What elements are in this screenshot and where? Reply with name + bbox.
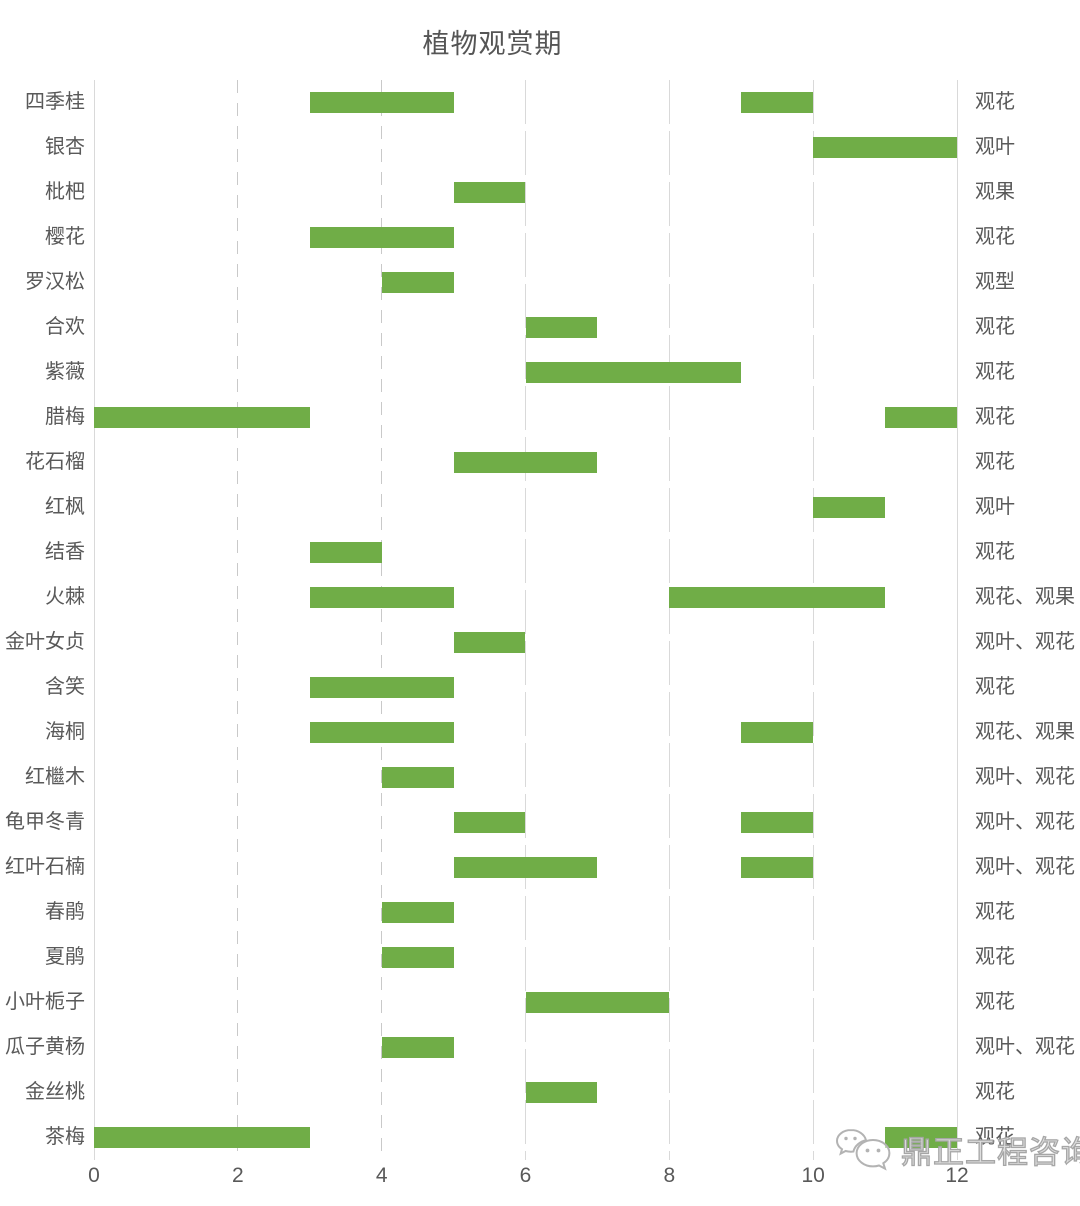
gridline — [93, 80, 95, 1160]
category-label: 观花、观果 — [975, 721, 1075, 743]
bar-segment — [381, 272, 454, 293]
bar-segment — [381, 1037, 454, 1058]
bar-segment — [885, 407, 957, 428]
bar-segment — [669, 587, 886, 608]
bar-segment — [309, 542, 382, 563]
plant-label: 樱花 — [45, 226, 85, 248]
plant-label: 结香 — [45, 541, 85, 563]
plant-label: 海桐 — [45, 721, 85, 743]
bar-segment — [453, 182, 526, 203]
bar-segment — [94, 1127, 310, 1148]
y-axis-labels: 四季桂银杏枇杷樱花罗汉松合欢紫薇腊梅花石榴红枫结香火棘金叶女贞含笑海桐红檵木龟甲… — [0, 80, 85, 1160]
bar-segment — [309, 722, 454, 743]
gridline — [237, 80, 239, 1160]
bar-segment — [381, 902, 454, 923]
bar-segment — [525, 1082, 598, 1103]
x-tick-label: 8 — [663, 1164, 676, 1187]
plant-label: 枇杷 — [45, 181, 85, 203]
bar-segment — [309, 677, 454, 698]
plant-label: 瓜子黄杨 — [5, 1036, 85, 1058]
bar-segment — [525, 362, 742, 383]
plant-label: 红檵木 — [25, 766, 85, 788]
plant-label: 花石榴 — [25, 451, 85, 473]
bar-segment — [309, 587, 454, 608]
plant-label: 夏鹃 — [45, 946, 85, 968]
gridline — [956, 80, 958, 1160]
bar-segment — [813, 137, 957, 158]
plant-label: 红叶石楠 — [5, 856, 85, 878]
bar-segment — [741, 857, 814, 878]
bar-segment — [381, 767, 454, 788]
x-tick-label: 4 — [375, 1164, 388, 1187]
gridline — [668, 80, 670, 1160]
bar-segment — [885, 1127, 957, 1148]
plant-label: 火棘 — [45, 586, 85, 608]
category-label: 观花 — [975, 991, 1015, 1013]
x-tick-label: 6 — [519, 1164, 532, 1187]
category-label: 观型 — [975, 271, 1015, 293]
category-label: 观叶 — [975, 136, 1015, 158]
category-label: 观果 — [975, 181, 1015, 203]
category-label: 观花 — [975, 361, 1015, 383]
bar-segment — [741, 722, 814, 743]
plant-label: 龟甲冬青 — [5, 811, 85, 833]
category-label: 观叶、观花 — [975, 811, 1075, 833]
category-label: 观花 — [975, 541, 1015, 563]
category-label: 观花 — [975, 226, 1015, 248]
x-tick-label: 12 — [945, 1164, 969, 1187]
bar-segment — [453, 632, 526, 653]
bar-segment — [453, 452, 598, 473]
category-labels: 观花 观叶 观果 观花 观型 观花 观花 观花 观花 观叶 观花 观花、观果 观叶、观花 观花 观花、观果观… — [975, 80, 1075, 1160]
bar-segment — [741, 92, 814, 113]
bar-segment — [309, 92, 454, 113]
x-tick-label: 0 — [88, 1164, 100, 1187]
gridline — [812, 80, 814, 1160]
plant-label: 春鹃 — [45, 901, 85, 923]
plant-label: 银杏 — [45, 136, 85, 158]
bar-segment — [813, 497, 886, 518]
category-label: 观叶、观花 — [975, 631, 1075, 653]
plant-label: 紫薇 — [45, 361, 85, 383]
bar-segment — [525, 317, 598, 338]
x-tick-label: 10 — [801, 1164, 825, 1187]
plant-label: 腊梅 — [45, 406, 85, 428]
category-label: 观叶、观花 — [975, 1036, 1075, 1058]
category-label: 观花 — [975, 676, 1015, 698]
plant-label: 含笑 — [45, 676, 85, 698]
chart-title: 植物观赏期 — [422, 29, 563, 59]
plant-label: 罗汉松 — [25, 271, 85, 293]
category-label: 观花 — [975, 901, 1015, 923]
bar-segment — [453, 812, 526, 833]
bar-segment — [309, 227, 454, 248]
gridline — [525, 80, 526, 1160]
plant-label: 小叶栀子 — [5, 991, 85, 1013]
plant-label: 红枫 — [45, 496, 85, 518]
category-label: 观花 — [975, 451, 1015, 473]
category-label: 观花 — [975, 406, 1015, 428]
bar-segment — [381, 947, 454, 968]
plot-area — [93, 80, 958, 1160]
category-label: 观花 — [975, 91, 1015, 113]
plant-label: 金叶女贞 — [5, 631, 85, 653]
category-label: 观花 — [975, 1126, 1015, 1148]
category-label: 观花、观果 — [975, 586, 1075, 608]
category-label: 观叶、观花 — [975, 766, 1075, 788]
plant-label: 四季桂 — [25, 91, 85, 113]
plant-label: 金丝桃 — [25, 1081, 85, 1103]
category-label: 观花 — [975, 1081, 1015, 1103]
x-tick-label: 2 — [231, 1164, 244, 1187]
bar-segment — [525, 992, 670, 1013]
category-label: 观花 — [975, 946, 1015, 968]
category-label: 观叶、观花 — [975, 856, 1075, 878]
bar-segment — [453, 857, 598, 878]
category-label: 观叶 — [975, 496, 1015, 518]
bar-segment — [94, 407, 310, 428]
category-label: 观花 — [975, 316, 1015, 338]
plant-label: 茶梅 — [45, 1126, 85, 1148]
x-axis: 0 2 4 6 8 10 12 — [88, 1164, 969, 1196]
gridline — [381, 80, 383, 1160]
plant-label: 合欢 — [45, 316, 85, 338]
bar-segment — [741, 812, 814, 833]
